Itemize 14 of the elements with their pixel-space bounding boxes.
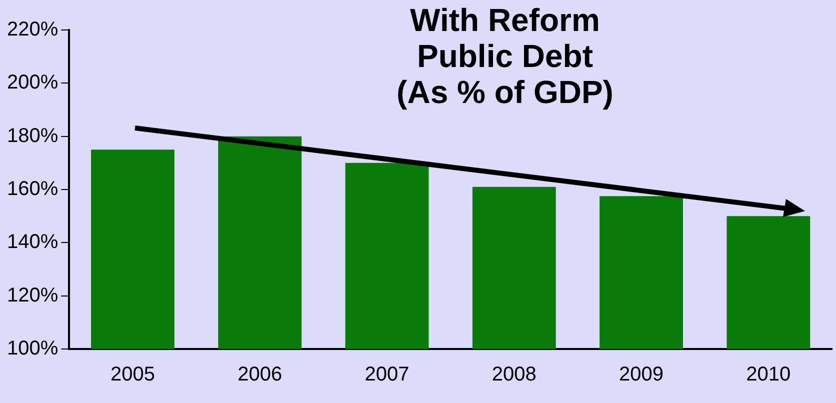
- x-tick-label: 2005: [110, 364, 155, 386]
- chart-title: With Reform Public Debt (As % of GDP): [396, 2, 614, 110]
- x-tick-label: 2009: [619, 364, 664, 386]
- y-tick-label: 160%: [6, 178, 58, 200]
- x-tick-label: 2007: [364, 364, 410, 386]
- y-tick-label: 100%: [6, 338, 58, 360]
- y-tick-label: 220%: [6, 18, 58, 41]
- y-tick-label: 140%: [6, 231, 58, 254]
- x-tick-label: 2006: [238, 364, 282, 386]
- x-tick-label: 2010: [746, 364, 791, 386]
- y-tick-label: 120%: [6, 284, 58, 306]
- y-tick-label: 200%: [6, 72, 58, 94]
- x-tick-label: 2008: [492, 364, 536, 386]
- y-tick-label: 180%: [6, 124, 58, 147]
